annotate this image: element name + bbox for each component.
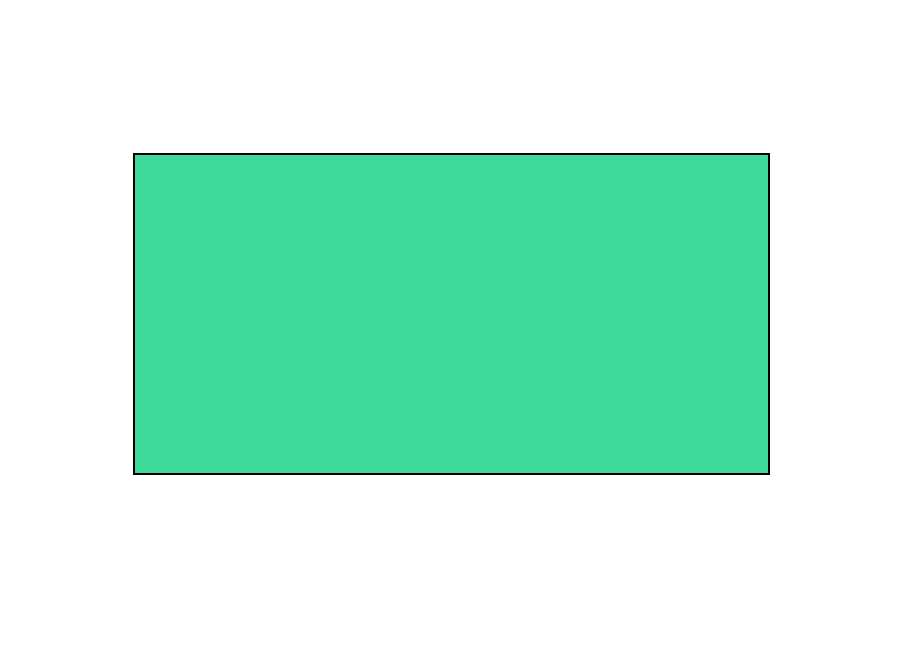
colorbar [782, 206, 852, 518]
plot-area [133, 153, 770, 475]
contour-field-canvas [135, 155, 768, 473]
